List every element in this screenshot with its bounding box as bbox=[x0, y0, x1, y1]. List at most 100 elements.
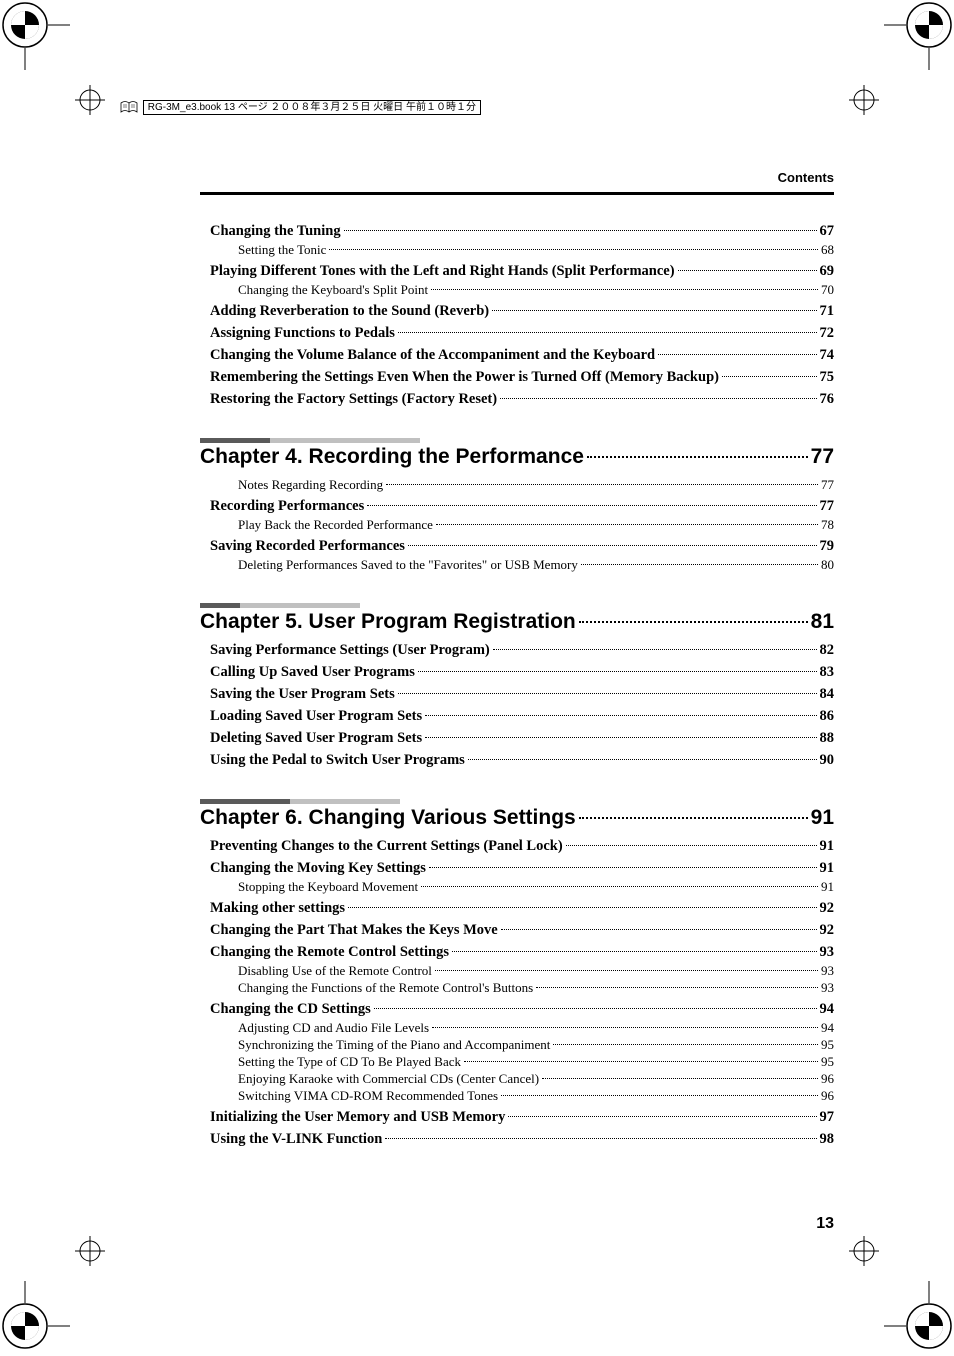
toc-entry-page: 98 bbox=[820, 1131, 835, 1148]
toc-leader-dots bbox=[678, 270, 817, 271]
toc-entry-page: 78 bbox=[821, 517, 834, 533]
toc-entry-page: 88 bbox=[820, 730, 835, 747]
toc-entry-label: Deleting Saved User Program Sets bbox=[210, 730, 422, 747]
toc-entry-page: 68 bbox=[821, 242, 834, 258]
toc-entry: Saving Performance Settings (User Progra… bbox=[210, 642, 834, 659]
toc-leader-dots bbox=[579, 817, 808, 819]
toc-entry-page: 92 bbox=[820, 900, 835, 917]
toc-entry-label: Restoring the Factory Settings (Factory … bbox=[210, 391, 497, 408]
toc-leader-dots bbox=[429, 867, 817, 868]
registration-mark-br bbox=[849, 1236, 879, 1266]
toc-leader-dots bbox=[468, 759, 817, 760]
toc-entry: Calling Up Saved User Programs83 bbox=[210, 664, 834, 681]
chapter-page: 91 bbox=[811, 806, 834, 830]
chapter-title: Chapter 4. Recording the Performance bbox=[200, 445, 584, 469]
chapter-page: 81 bbox=[811, 610, 834, 634]
toc-entry: Recording Performances 77 bbox=[210, 498, 834, 515]
toc-entry: Play Back the Recorded Performance78 bbox=[210, 517, 834, 533]
toc-entry-page: 75 bbox=[820, 369, 835, 386]
toc-entry-page: 94 bbox=[820, 1001, 835, 1018]
toc-leader-dots bbox=[722, 376, 817, 377]
toc-leader-dots bbox=[431, 289, 818, 290]
toc-entry: Stopping the Keyboard Movement91 bbox=[210, 879, 834, 895]
chapter-accent-bars bbox=[200, 799, 834, 804]
toc-entry: Changing the Volume Balance of the Accom… bbox=[210, 347, 834, 364]
toc-leader-dots bbox=[329, 249, 818, 250]
toc-entry: Deleting Saved User Program Sets 88 bbox=[210, 730, 834, 747]
toc-entry-page: 71 bbox=[820, 303, 835, 320]
toc-entry-label: Initializing the User Memory and USB Mem… bbox=[210, 1109, 505, 1126]
toc-entry-label: Changing the CD Settings bbox=[210, 1001, 371, 1018]
toc-entry: Using the V-LINK Function98 bbox=[210, 1131, 834, 1148]
print-mark-corner-bl bbox=[0, 1281, 70, 1351]
toc-entry-label: Adding Reverberation to the Sound (Rever… bbox=[210, 303, 489, 320]
toc-entry: Changing the Functions of the Remote Con… bbox=[210, 980, 834, 996]
section-header: Contents bbox=[778, 170, 834, 185]
toc-entry: Assigning Functions to Pedals72 bbox=[210, 325, 834, 342]
toc-leader-dots bbox=[501, 1095, 818, 1096]
toc-entry-label: Changing the Remote Control Settings bbox=[210, 944, 449, 961]
toc-entry-page: 91 bbox=[820, 860, 835, 877]
book-header-text: RG-3M_e3.book 13 ページ ２００８年３月２５日 火曜日 午前１０… bbox=[143, 100, 481, 115]
toc-entry: Enjoying Karaoke with Commercial CDs (Ce… bbox=[210, 1071, 834, 1087]
toc-entry-label: Setting the Tonic bbox=[238, 242, 326, 258]
toc-entry-page: 76 bbox=[820, 391, 835, 408]
toc-leader-dots bbox=[425, 737, 816, 738]
toc-leader-dots bbox=[385, 1138, 816, 1139]
toc-leader-dots bbox=[435, 970, 818, 971]
toc-entry-page: 79 bbox=[820, 538, 835, 555]
toc-entry-label: Setting the Type of CD To Be Played Back bbox=[238, 1054, 461, 1070]
toc-leader-dots bbox=[398, 332, 817, 333]
toc-leader-dots bbox=[425, 715, 816, 716]
chapter-title-line: Chapter 5. User Program Registration 81 bbox=[200, 610, 834, 634]
toc-entry: Adjusting CD and Audio File Levels94 bbox=[210, 1020, 834, 1036]
toc-entry-page: 80 bbox=[821, 557, 834, 573]
toc-entry-label: Changing the Moving Key Settings bbox=[210, 860, 426, 877]
toc-entry: Deleting Performances Saved to the "Favo… bbox=[210, 557, 834, 573]
toc-entry: Making other settings92 bbox=[210, 900, 834, 917]
registration-mark-tr bbox=[849, 85, 879, 115]
print-mark-corner-tl bbox=[0, 0, 70, 70]
toc-entry-label: Changing the Volume Balance of the Accom… bbox=[210, 347, 655, 364]
toc-entry-page: 72 bbox=[820, 325, 835, 342]
toc-entry-label: Using the Pedal to Switch User Programs bbox=[210, 752, 465, 769]
header-rule bbox=[200, 192, 834, 195]
print-mark-corner-br bbox=[884, 1281, 954, 1351]
toc-leader-dots bbox=[374, 1008, 817, 1009]
chapter-accent-bars bbox=[200, 603, 834, 608]
toc-leader-dots bbox=[432, 1027, 818, 1028]
toc-entry-label: Calling Up Saved User Programs bbox=[210, 664, 415, 681]
book-icon bbox=[120, 100, 138, 114]
toc-entry-page: 91 bbox=[820, 838, 835, 855]
toc-leader-dots bbox=[553, 1044, 818, 1045]
toc-entry-page: 91 bbox=[821, 879, 834, 895]
toc-entry: Changing the Tuning67 bbox=[210, 223, 834, 240]
chapter-heading-block: Chapter 4. Recording the Performance 77 bbox=[210, 438, 834, 469]
toc-entry-page: 90 bbox=[820, 752, 835, 769]
toc-entry: Changing the Keyboard's Split Point70 bbox=[210, 282, 834, 298]
toc-leader-dots bbox=[367, 505, 816, 506]
registration-mark-tl bbox=[75, 85, 105, 115]
toc-leader-dots bbox=[508, 1116, 816, 1117]
toc-leader-dots bbox=[492, 310, 816, 311]
toc-entry-page: 86 bbox=[820, 708, 835, 725]
toc-leader-dots bbox=[408, 545, 817, 546]
chapter-page: 77 bbox=[811, 445, 834, 469]
toc-entry: Saving Recorded Performances79 bbox=[210, 538, 834, 555]
toc-leader-dots bbox=[452, 951, 817, 952]
page-number: 13 bbox=[816, 1215, 834, 1233]
toc-entry-page: 95 bbox=[821, 1037, 834, 1053]
toc-entry-page: 94 bbox=[821, 1020, 834, 1036]
chapter-title-line: Chapter 4. Recording the Performance 77 bbox=[200, 445, 834, 469]
toc-entry-page: 67 bbox=[820, 223, 835, 240]
toc-entry: Setting the Tonic 68 bbox=[210, 242, 834, 258]
book-header-line: RG-3M_e3.book 13 ページ ２００８年３月２５日 火曜日 午前１０… bbox=[120, 98, 481, 114]
toc-entry-page: 96 bbox=[821, 1071, 834, 1087]
toc-entry-page: 77 bbox=[820, 498, 835, 515]
toc-entry-page: 70 bbox=[821, 282, 834, 298]
toc-leader-dots bbox=[421, 886, 818, 887]
toc-entry-label: Changing the Functions of the Remote Con… bbox=[238, 980, 533, 996]
chapter-heading-block: Chapter 5. User Program Registration 81 bbox=[210, 603, 834, 634]
toc-entry-label: Changing the Part That Makes the Keys Mo… bbox=[210, 922, 498, 939]
toc-entry-label: Recording Performances bbox=[210, 498, 364, 515]
